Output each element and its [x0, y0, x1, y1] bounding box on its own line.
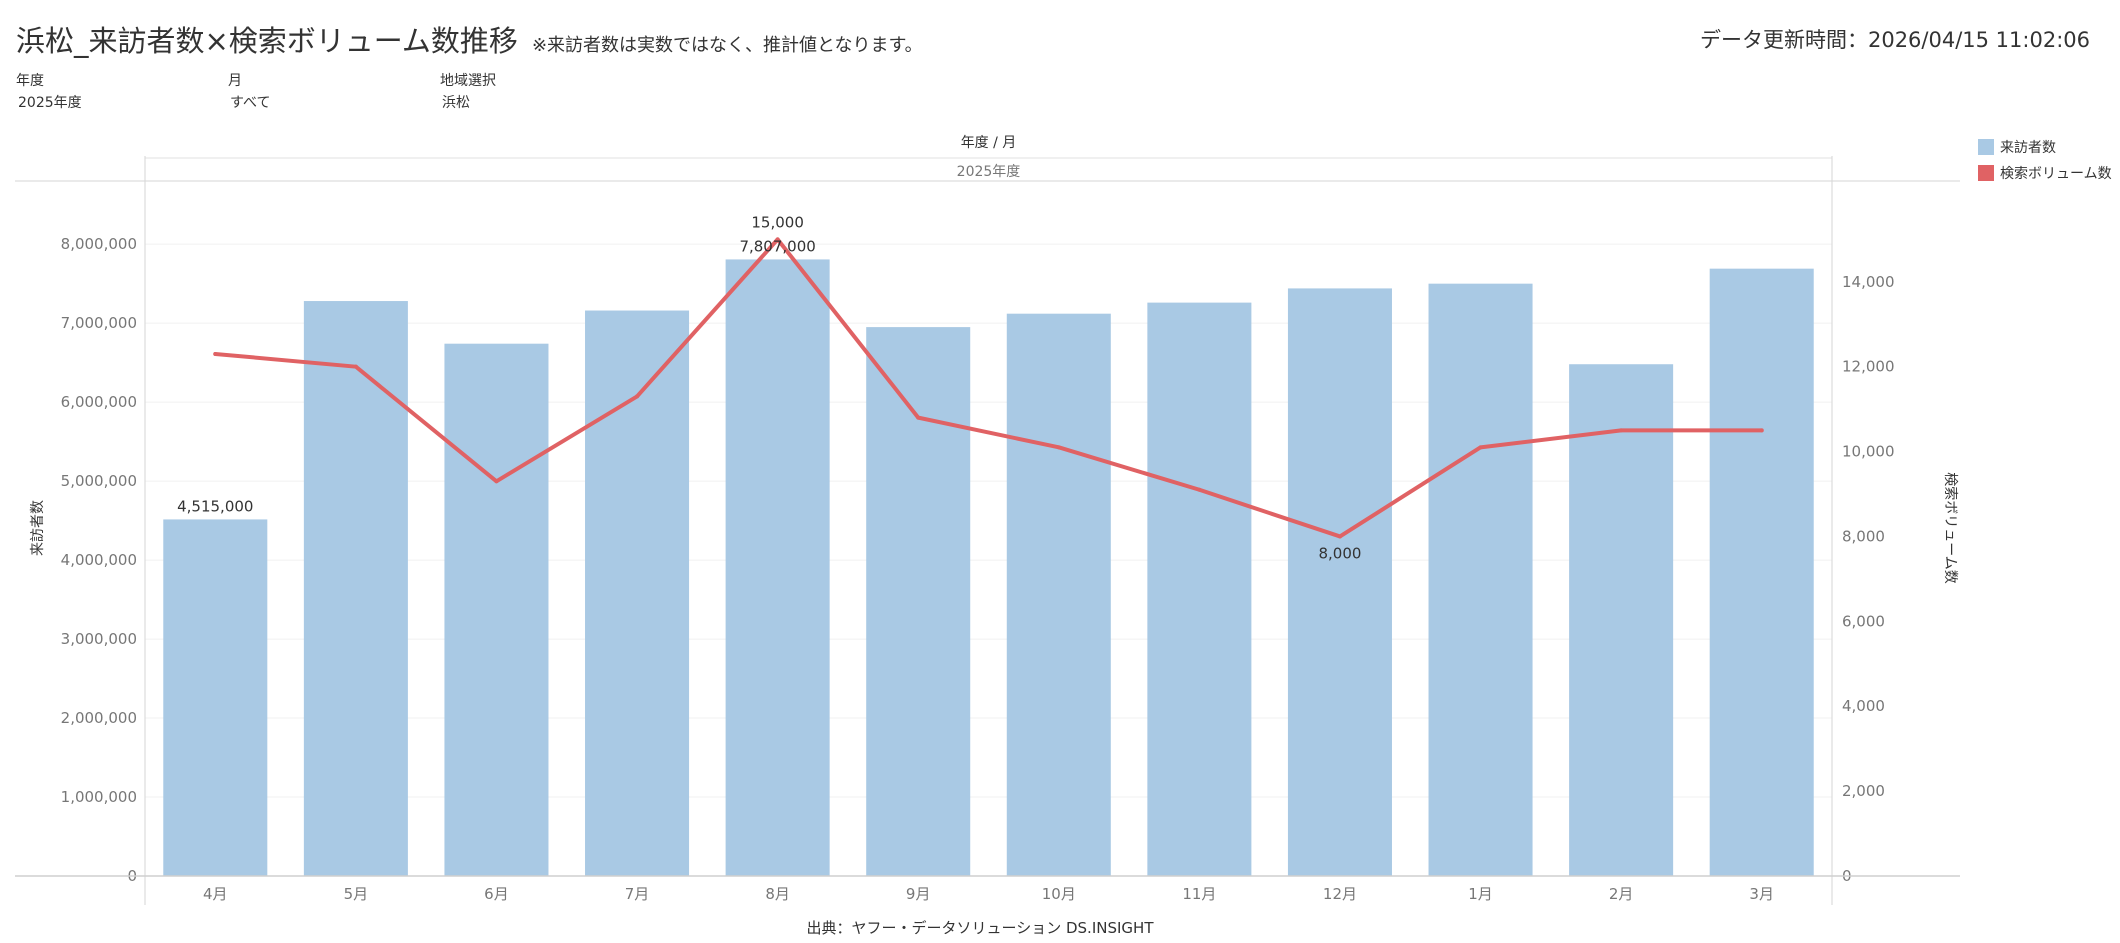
bar-visitors	[444, 343, 549, 876]
y-left-tick-label: 4,000,000	[61, 551, 137, 569]
bar-visitors	[1006, 313, 1111, 876]
x-tick-label: 5月	[344, 885, 369, 903]
data-label: 15,000	[751, 213, 804, 231]
y-right-tick-label: 12,000	[1842, 358, 1895, 376]
y-right-tick-label: 8,000	[1842, 527, 1885, 545]
filter-value[interactable]: すべて	[230, 95, 271, 111]
filter-month[interactable]: 月 すべて	[228, 70, 440, 112]
bar-visitors	[866, 327, 971, 877]
y-left-tick-label: 6,000,000	[61, 393, 137, 411]
y-left-tick-label: 1,000,000	[61, 788, 137, 806]
y-right-tick-label: 14,000	[1842, 273, 1895, 291]
line-search-volume	[213, 237, 1764, 539]
x-tick-label: 6月	[484, 885, 509, 903]
x-tick-label: 4月	[203, 885, 228, 903]
legend-swatch	[1978, 165, 1994, 181]
legend-label: 来訪者数	[2000, 140, 2056, 156]
point-search-volume	[1759, 428, 1764, 433]
x-tick-label: 11月	[1182, 885, 1216, 903]
filter-value[interactable]: 2025年度	[18, 95, 82, 111]
chart-year-label: 2025年度	[957, 164, 1021, 180]
data-label: 8,000	[1318, 544, 1361, 562]
point-search-volume	[494, 479, 499, 484]
x-tick-label: 9月	[906, 885, 931, 903]
filter-label: 年度	[16, 73, 44, 89]
point-search-volume	[353, 364, 358, 369]
chart-header-label: 年度 / 月	[961, 135, 1017, 151]
x-tick-label: 8月	[765, 885, 790, 903]
title-row: 浜松_来訪者数×検索ボリューム数推移 ※来訪者数は実数ではなく、推計値となります…	[16, 18, 923, 60]
point-search-volume	[1619, 428, 1624, 433]
y-right-tick-label: 6,000	[1842, 612, 1885, 630]
point-search-volume	[775, 237, 780, 242]
bar-visitors	[1709, 268, 1814, 876]
x-tick-label: 10月	[1042, 885, 1076, 903]
y-right-axis-title: 検索ボリューム数	[1942, 472, 1959, 584]
filter-bar: 年度 2025年度 月 すべて 地域選択 浜松	[16, 70, 652, 112]
y-left-tick-label: 3,000,000	[61, 630, 137, 648]
bar-visitors	[1569, 364, 1674, 876]
y-left-tick-label: 2,000,000	[61, 709, 137, 727]
point-search-volume	[1197, 487, 1202, 492]
filter-fiscal-year[interactable]: 年度 2025年度	[16, 70, 228, 112]
title-note: ※来訪者数は実数ではなく、推計値となります。	[531, 35, 923, 56]
bar-visitors	[725, 259, 830, 876]
source-credit: 出典：ヤフー・データソリューション DS.INSIGHT	[806, 919, 1154, 937]
data-label: 4,515,000	[177, 497, 253, 515]
legend-label: 検索ボリューム数	[2000, 166, 2112, 182]
bar-visitors	[1147, 302, 1252, 876]
filter-region[interactable]: 地域選択 浜松	[440, 70, 652, 112]
x-tick-label: 12月	[1323, 885, 1357, 903]
x-tick-label: 1月	[1468, 885, 1493, 903]
y-left-axis-title: 来訪者数	[30, 500, 46, 556]
bar-visitors	[163, 519, 268, 876]
data-updated-time: データ更新時間：2026/04/15 11:02:06	[1699, 28, 2090, 52]
point-search-volume	[916, 415, 921, 420]
y-left-tick-label: 8,000,000	[61, 235, 137, 253]
data-label: 7,807,000	[739, 237, 815, 255]
y-right-tick-label: 4,000	[1842, 697, 1885, 715]
point-search-volume	[1056, 445, 1061, 450]
point-search-volume	[635, 394, 640, 399]
bar-visitors	[585, 310, 690, 877]
page-title: 浜松_来訪者数×検索ボリューム数推移	[16, 24, 518, 58]
bar-visitors	[1428, 283, 1533, 877]
legend-item-search-volume[interactable]: 検索ボリューム数	[1978, 160, 2112, 186]
filter-label: 地域選択	[440, 73, 496, 89]
chart-legend: 来訪者数 検索ボリューム数	[1978, 134, 2112, 186]
legend-swatch	[1978, 139, 1994, 155]
y-left-tick-label: 5,000,000	[61, 472, 137, 490]
x-tick-label: 3月	[1749, 885, 1774, 903]
y-left-tick-label: 7,000,000	[61, 314, 137, 332]
point-search-volume	[213, 351, 218, 356]
point-search-volume	[1478, 445, 1483, 450]
x-tick-label: 7月	[625, 885, 650, 903]
filter-value[interactable]: 浜松	[442, 95, 470, 111]
bar-visitors	[303, 301, 408, 877]
y-right-tick-label: 2,000	[1842, 782, 1885, 800]
filter-label: 月	[228, 73, 242, 89]
bar-visitors	[1287, 288, 1392, 877]
legend-item-visitors[interactable]: 来訪者数	[1978, 134, 2112, 160]
x-tick-label: 2月	[1609, 885, 1634, 903]
point-search-volume	[1337, 534, 1342, 539]
y-right-tick-label: 10,000	[1842, 443, 1895, 461]
